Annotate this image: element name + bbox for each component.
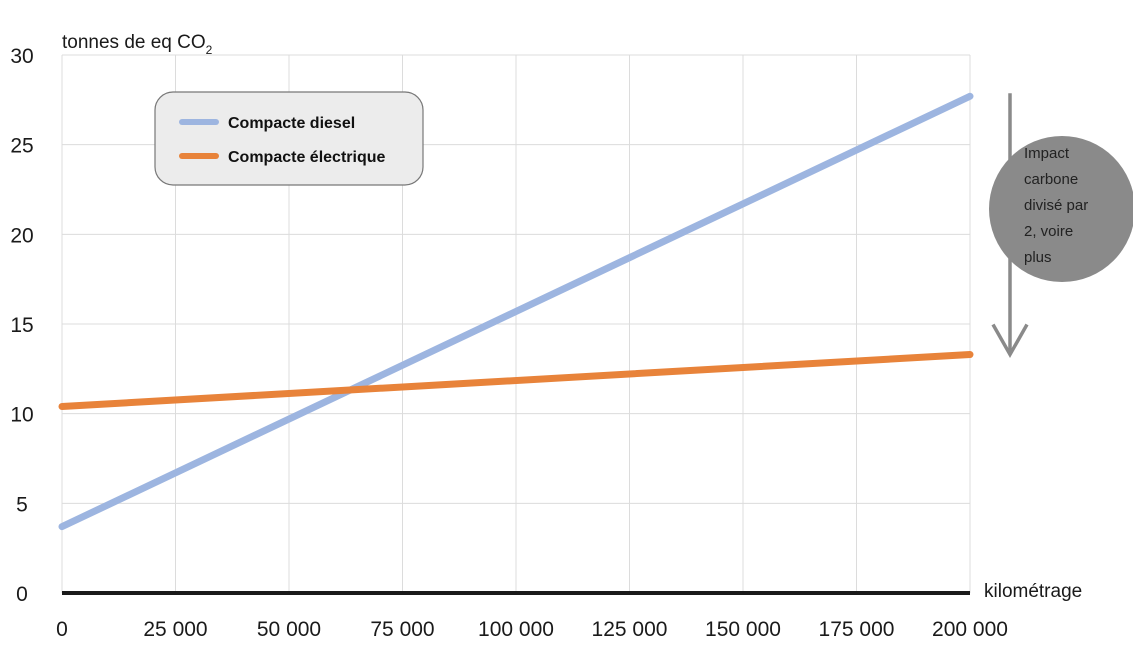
y-tick-label: 5 (16, 493, 28, 516)
y-tick-label: 20 (10, 224, 33, 247)
x-tick-label: 75 000 (370, 618, 434, 641)
legend: Compacte diesel Compacte électrique (154, 91, 424, 186)
y-tick-label: 30 (10, 45, 33, 68)
x-axis-ticks: 0 25 000 50 000 75 000 100 000 125 000 150 000… (56, 618, 1008, 641)
x-tick-label: 50 000 (257, 618, 321, 641)
y-tick-label: 0 (16, 583, 28, 606)
annotation-line: carbone (1024, 171, 1078, 188)
x-tick-label: 125 000 (592, 618, 668, 641)
annotation-line: plus (1024, 249, 1052, 266)
grid-lines (61, 54, 971, 593)
annotation-text: Impact carbone divisé par 2, voire plus (1024, 145, 1088, 266)
annotation-circle (989, 136, 1133, 282)
annotation-line: divisé par (1024, 197, 1088, 214)
legend-box (154, 91, 424, 186)
annotation-line: 2, voire (1024, 223, 1073, 240)
series-line-diesel (58, 92, 974, 531)
y-tick-label: 10 (10, 404, 33, 427)
y-tick-label: 25 (10, 135, 33, 158)
series-lines (58, 92, 974, 531)
y-tick-label: 15 (10, 314, 33, 337)
x-axis-label: kilométrage (984, 581, 1082, 602)
x-tick-label: 25 000 (143, 618, 207, 641)
legend-label: Compacte diesel (228, 115, 355, 132)
x-tick-label: 200 000 (932, 618, 1008, 641)
y-axis-ticks: 0 5 10 15 20 25 30 (10, 45, 33, 606)
legend-label: Compacte électrique (228, 149, 385, 166)
series-line-electrique (58, 350, 974, 410)
annotation-arrow-head (991, 323, 1029, 359)
y-axis-label: tonnes de eq CO2 (62, 32, 213, 57)
annotation: Impact carbone divisé par 2, voire plus (989, 93, 1133, 359)
x-tick-label: 150 000 (705, 618, 781, 641)
x-tick-label: 0 (56, 618, 68, 641)
annotation-line: Impact (1024, 145, 1070, 162)
x-tick-label: 175 000 (819, 618, 895, 641)
x-tick-label: 100 000 (478, 618, 554, 641)
